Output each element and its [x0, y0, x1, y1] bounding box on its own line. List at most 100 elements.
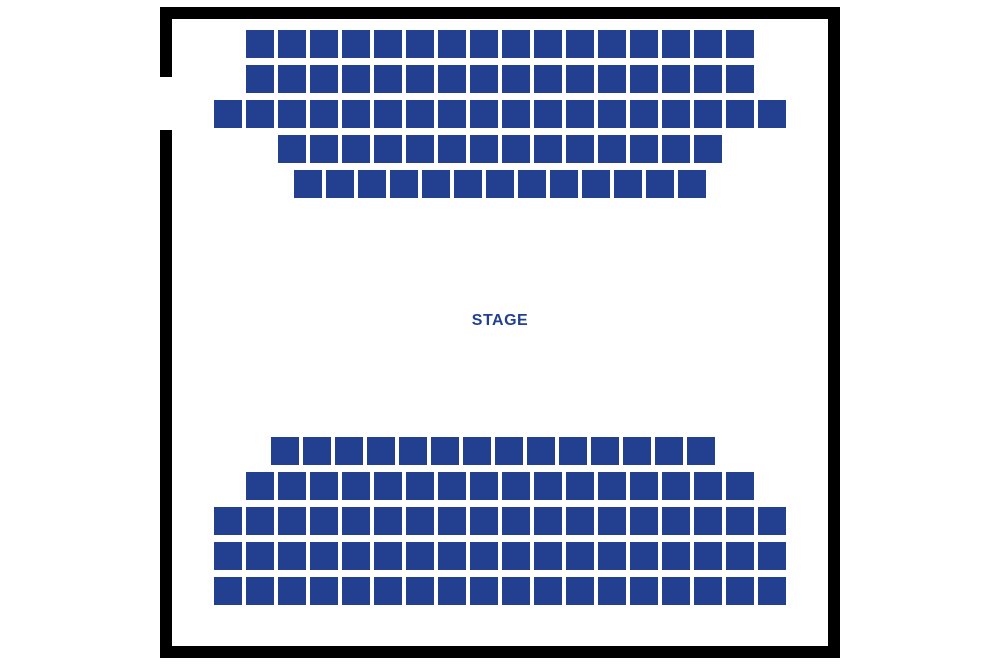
seat[interactable] [246, 65, 274, 93]
seat[interactable] [630, 472, 658, 500]
seat[interactable] [454, 170, 482, 198]
seat[interactable] [495, 437, 523, 465]
seat[interactable] [694, 472, 722, 500]
seat[interactable] [406, 100, 434, 128]
seat[interactable] [527, 437, 555, 465]
seat[interactable] [694, 30, 722, 58]
seat[interactable] [630, 577, 658, 605]
seat[interactable] [502, 472, 530, 500]
seat[interactable] [534, 507, 562, 535]
seat[interactable] [470, 542, 498, 570]
seat[interactable] [502, 542, 530, 570]
seat[interactable] [470, 100, 498, 128]
seat[interactable] [342, 472, 370, 500]
seat[interactable] [470, 472, 498, 500]
seat[interactable] [694, 65, 722, 93]
seat[interactable] [278, 30, 306, 58]
seat[interactable] [694, 542, 722, 570]
seat[interactable] [630, 65, 658, 93]
seat[interactable] [598, 30, 626, 58]
seat[interactable] [374, 542, 402, 570]
seat[interactable] [374, 135, 402, 163]
seat[interactable] [566, 472, 594, 500]
seat[interactable] [374, 472, 402, 500]
seat[interactable] [726, 65, 754, 93]
seat[interactable] [655, 437, 683, 465]
seat[interactable] [294, 170, 322, 198]
seat[interactable] [310, 135, 338, 163]
seat[interactable] [470, 65, 498, 93]
seat[interactable] [422, 170, 450, 198]
seat[interactable] [662, 507, 690, 535]
seat[interactable] [278, 472, 306, 500]
seat[interactable] [662, 65, 690, 93]
seat[interactable] [566, 100, 594, 128]
seat[interactable] [246, 577, 274, 605]
seat[interactable] [406, 30, 434, 58]
seat[interactable] [598, 577, 626, 605]
seat[interactable] [374, 65, 402, 93]
seat[interactable] [598, 507, 626, 535]
seat[interactable] [630, 100, 658, 128]
seat[interactable] [246, 100, 274, 128]
seat[interactable] [303, 437, 331, 465]
seat[interactable] [502, 507, 530, 535]
seat[interactable] [630, 542, 658, 570]
seat[interactable] [310, 507, 338, 535]
seat[interactable] [335, 437, 363, 465]
seat[interactable] [374, 100, 402, 128]
seat[interactable] [310, 577, 338, 605]
seat[interactable] [246, 542, 274, 570]
seat[interactable] [687, 437, 715, 465]
seat[interactable] [598, 135, 626, 163]
seat[interactable] [406, 65, 434, 93]
seat[interactable] [342, 507, 370, 535]
seat[interactable] [534, 65, 562, 93]
seat[interactable] [678, 170, 706, 198]
seat[interactable] [566, 65, 594, 93]
seat[interactable] [534, 30, 562, 58]
seat[interactable] [726, 472, 754, 500]
seat[interactable] [406, 507, 434, 535]
seat[interactable] [694, 507, 722, 535]
seat[interactable] [598, 472, 626, 500]
seat[interactable] [758, 507, 786, 535]
seat[interactable] [342, 30, 370, 58]
seat[interactable] [278, 135, 306, 163]
seat[interactable] [694, 100, 722, 128]
seat[interactable] [438, 542, 466, 570]
seat[interactable] [278, 507, 306, 535]
seat[interactable] [438, 472, 466, 500]
seat[interactable] [591, 437, 619, 465]
seat[interactable] [662, 100, 690, 128]
seat[interactable] [502, 30, 530, 58]
seat[interactable] [406, 577, 434, 605]
seat[interactable] [502, 577, 530, 605]
seat[interactable] [470, 30, 498, 58]
seat[interactable] [502, 65, 530, 93]
seat[interactable] [342, 65, 370, 93]
seat[interactable] [470, 135, 498, 163]
seat[interactable] [399, 437, 427, 465]
seat[interactable] [566, 507, 594, 535]
seat[interactable] [758, 542, 786, 570]
seat[interactable] [463, 437, 491, 465]
seat[interactable] [342, 542, 370, 570]
seat[interactable] [662, 472, 690, 500]
seat[interactable] [342, 100, 370, 128]
seat[interactable] [406, 472, 434, 500]
seat[interactable] [367, 437, 395, 465]
seat[interactable] [470, 577, 498, 605]
seat[interactable] [630, 507, 658, 535]
seat[interactable] [438, 100, 466, 128]
seat[interactable] [662, 542, 690, 570]
seat[interactable] [694, 135, 722, 163]
seat[interactable] [726, 577, 754, 605]
seat[interactable] [310, 30, 338, 58]
seat[interactable] [598, 100, 626, 128]
seat[interactable] [278, 542, 306, 570]
seat[interactable] [214, 100, 242, 128]
seat[interactable] [374, 507, 402, 535]
seat[interactable] [374, 577, 402, 605]
seat[interactable] [726, 30, 754, 58]
